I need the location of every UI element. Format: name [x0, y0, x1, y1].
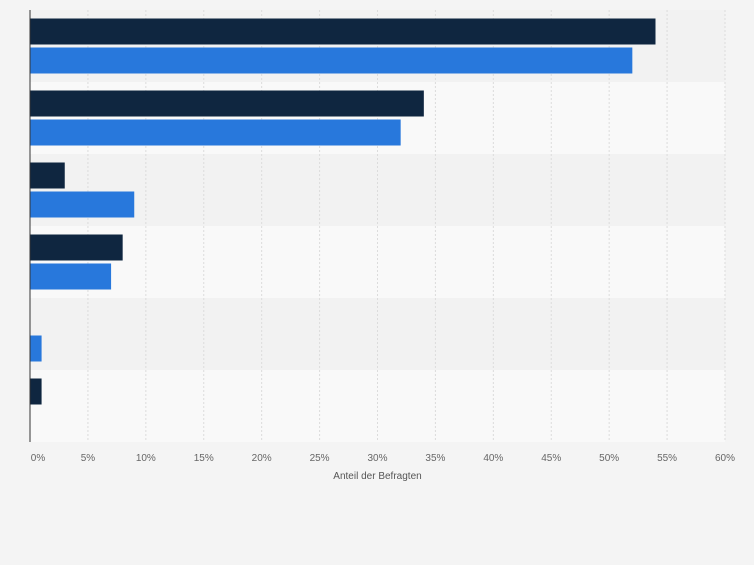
x-tick-label-3: 15% [194, 453, 214, 464]
bar-s1-c4 [30, 335, 42, 362]
bar-s0-c5 [30, 378, 42, 405]
bar-s1-c2 [30, 191, 135, 218]
x-tick-label-6: 30% [367, 453, 387, 464]
x-tick-label-5: 25% [310, 453, 330, 464]
bar-s0-c1 [30, 90, 424, 117]
x-tick-label-4: 20% [252, 453, 272, 464]
x-tick-label-0: 0% [31, 453, 46, 464]
x-tick-labels: 0% 5% 10% 15% 20% 25% 30% 35% 40% 45% 50% 55% 60% [31, 453, 735, 464]
x-tick-label-2: 10% [136, 453, 156, 464]
bar-s1-c3 [30, 263, 112, 290]
x-axis-label: Anteil der Befragten [333, 471, 421, 482]
x-tick-label-11: 55% [657, 453, 677, 464]
bar-s0-c3 [30, 234, 123, 261]
x-tick-label-10: 50% [599, 453, 619, 464]
x-tick-label-1: 5% [81, 453, 96, 464]
bar-s0-c0 [30, 18, 656, 45]
x-tick-label-7: 35% [425, 453, 445, 464]
x-tick-label-12: 60% [715, 453, 735, 464]
bar-s0-c2 [30, 162, 65, 189]
x-tick-label-9: 45% [541, 453, 561, 464]
x-tick-label-8: 40% [483, 453, 503, 464]
bar-s1-c0 [30, 47, 633, 74]
bars [30, 18, 656, 405]
gridlines [87, 10, 726, 442]
bar-s1-c1 [30, 119, 401, 146]
